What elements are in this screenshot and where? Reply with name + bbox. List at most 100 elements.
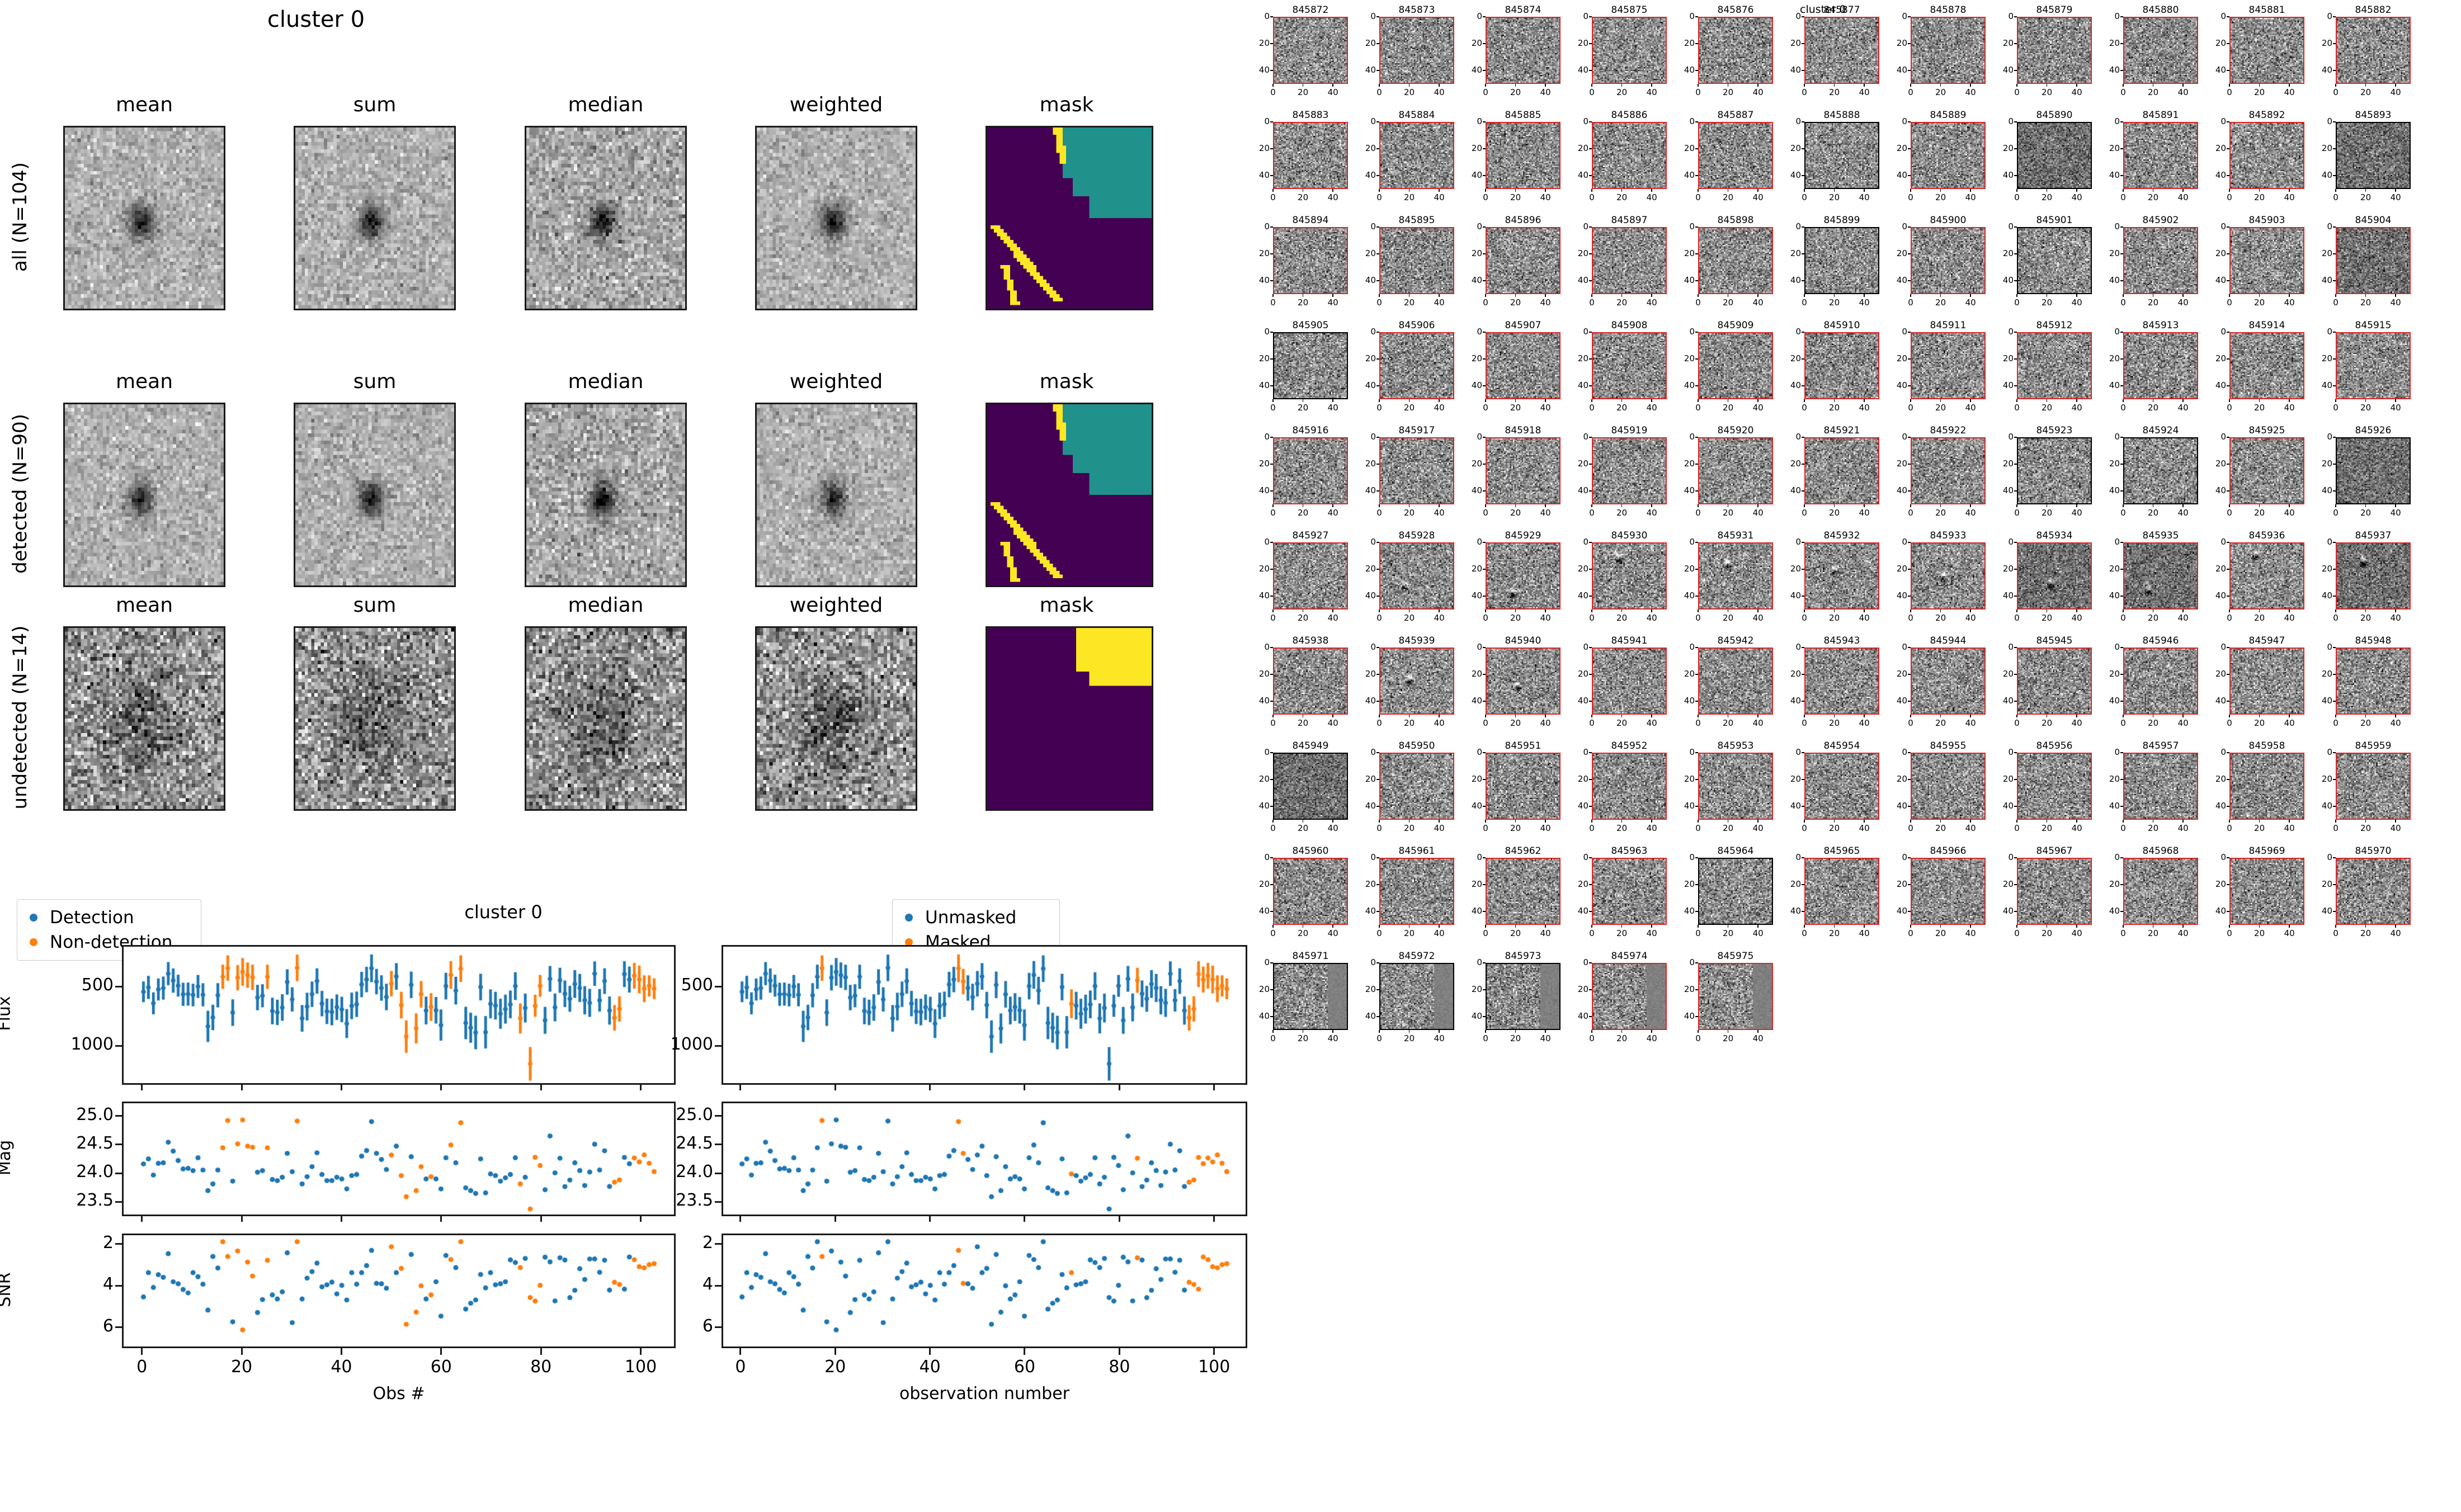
observation-thumbnail[interactable] <box>1379 17 1454 84</box>
observation-thumbnail[interactable] <box>1804 332 1879 399</box>
observation-thumbnail[interactable] <box>1804 437 1879 504</box>
observation-thumbnail[interactable] <box>1698 858 1773 925</box>
observation-thumbnail[interactable] <box>1804 227 1879 294</box>
observation-thumbnail[interactable] <box>1379 963 1454 1030</box>
observation-thumbnail[interactable] <box>2336 858 2411 925</box>
observation-thumbnail[interactable] <box>1592 17 1667 84</box>
observation-thumbnail[interactable] <box>1911 122 1986 189</box>
observation-thumbnail[interactable] <box>2229 227 2304 294</box>
observation-thumbnail[interactable] <box>2229 122 2304 189</box>
observation-thumbnail[interactable] <box>1486 332 1560 399</box>
observation-thumbnail[interactable] <box>1379 332 1454 399</box>
observation-thumbnail[interactable] <box>1486 648 1560 715</box>
observation-thumbnail[interactable] <box>2229 858 2304 925</box>
observation-thumbnail[interactable] <box>1379 648 1454 715</box>
observation-thumbnail[interactable] <box>2123 648 2198 715</box>
observation-thumbnail[interactable] <box>2017 542 2092 609</box>
observation-thumbnail[interactable] <box>1379 437 1454 504</box>
observation-thumbnail[interactable] <box>2229 17 2304 84</box>
observation-thumbnail[interactable] <box>1592 227 1667 294</box>
observation-thumbnail[interactable] <box>2336 437 2411 504</box>
observation-thumbnail[interactable] <box>2017 858 2092 925</box>
observation-thumbnail[interactable] <box>2123 542 2198 609</box>
observation-thumbnail[interactable] <box>1486 122 1560 189</box>
observation-thumbnail[interactable] <box>2336 542 2411 609</box>
observation-thumbnail[interactable] <box>1698 648 1773 715</box>
observation-thumbnail[interactable] <box>2123 858 2198 925</box>
observation-thumbnail[interactable] <box>1698 963 1773 1030</box>
observation-thumbnail[interactable] <box>1698 542 1773 609</box>
observation-thumbnail[interactable] <box>1592 542 1667 609</box>
observation-thumbnail[interactable] <box>1592 437 1667 504</box>
observation-thumbnail[interactable] <box>1273 542 1348 609</box>
observation-thumbnail[interactable] <box>1911 227 1986 294</box>
observation-thumbnail[interactable] <box>2017 437 2092 504</box>
observation-thumbnail[interactable] <box>2017 17 2092 84</box>
observation-thumbnail[interactable] <box>2229 648 2304 715</box>
observation-thumbnail[interactable] <box>2017 648 2092 715</box>
observation-thumbnail[interactable] <box>1592 858 1667 925</box>
observation-thumbnail[interactable] <box>2123 437 2198 504</box>
observation-thumbnail[interactable] <box>2229 332 2304 399</box>
observation-thumbnail[interactable] <box>2336 227 2411 294</box>
observation-thumbnail[interactable] <box>2123 227 2198 294</box>
observation-thumbnail[interactable] <box>1379 227 1454 294</box>
observation-thumbnail[interactable] <box>2336 17 2411 84</box>
observation-thumbnail[interactable] <box>1486 17 1560 84</box>
observation-thumbnail[interactable] <box>1911 17 1986 84</box>
observation-thumbnail[interactable] <box>2336 753 2411 820</box>
observation-thumbnail[interactable] <box>1698 122 1773 189</box>
observation-thumbnail[interactable] <box>1911 648 1986 715</box>
observation-thumbnail[interactable] <box>1592 963 1667 1030</box>
observation-thumbnail[interactable] <box>1486 753 1560 820</box>
observation-thumbnail[interactable] <box>2336 332 2411 399</box>
observation-thumbnail[interactable] <box>1804 648 1879 715</box>
observation-thumbnail[interactable] <box>1804 542 1879 609</box>
observation-thumbnail[interactable] <box>1804 858 1879 925</box>
observation-thumbnail[interactable] <box>1911 753 1986 820</box>
observation-thumbnail[interactable] <box>1698 332 1773 399</box>
observation-thumbnail[interactable] <box>1698 753 1773 820</box>
observation-thumbnail[interactable] <box>2123 753 2198 820</box>
observation-thumbnail[interactable] <box>2336 122 2411 189</box>
observation-thumbnail[interactable] <box>1486 437 1560 504</box>
observation-thumbnail[interactable] <box>1486 227 1560 294</box>
observation-thumbnail[interactable] <box>2017 753 2092 820</box>
observation-thumbnail[interactable] <box>1592 648 1667 715</box>
observation-thumbnail[interactable] <box>1273 963 1348 1030</box>
observation-thumbnail[interactable] <box>1273 753 1348 820</box>
observation-thumbnail[interactable] <box>1273 122 1348 189</box>
observation-thumbnail[interactable] <box>1911 437 1986 504</box>
observation-thumbnail[interactable] <box>1698 437 1773 504</box>
observation-thumbnail[interactable] <box>1911 542 1986 609</box>
observation-thumbnail[interactable] <box>1698 17 1773 84</box>
observation-thumbnail[interactable] <box>1379 122 1454 189</box>
observation-thumbnail[interactable] <box>1486 542 1560 609</box>
observation-thumbnail[interactable] <box>2229 542 2304 609</box>
observation-thumbnail[interactable] <box>1273 332 1348 399</box>
observation-thumbnail[interactable] <box>1911 858 1986 925</box>
observation-thumbnail[interactable] <box>2123 122 2198 189</box>
observation-thumbnail[interactable] <box>1273 648 1348 715</box>
observation-thumbnail[interactable] <box>2017 122 2092 189</box>
observation-thumbnail[interactable] <box>1698 227 1773 294</box>
observation-thumbnail[interactable] <box>1273 437 1348 504</box>
observation-thumbnail[interactable] <box>2123 332 2198 399</box>
observation-thumbnail[interactable] <box>1379 753 1454 820</box>
observation-thumbnail[interactable] <box>1273 858 1348 925</box>
observation-thumbnail[interactable] <box>1273 227 1348 294</box>
observation-thumbnail[interactable] <box>1273 17 1348 84</box>
observation-thumbnail[interactable] <box>1592 332 1667 399</box>
observation-thumbnail[interactable] <box>2229 437 2304 504</box>
observation-thumbnail[interactable] <box>1486 858 1560 925</box>
observation-thumbnail[interactable] <box>2336 648 2411 715</box>
observation-thumbnail[interactable] <box>1804 17 1879 84</box>
observation-thumbnail[interactable] <box>2017 332 2092 399</box>
observation-thumbnail[interactable] <box>1379 858 1454 925</box>
observation-thumbnail[interactable] <box>1804 753 1879 820</box>
observation-thumbnail[interactable] <box>2123 17 2198 84</box>
observation-thumbnail[interactable] <box>1592 753 1667 820</box>
observation-thumbnail[interactable] <box>1486 963 1560 1030</box>
observation-thumbnail[interactable] <box>1592 122 1667 189</box>
observation-thumbnail[interactable] <box>2229 753 2304 820</box>
